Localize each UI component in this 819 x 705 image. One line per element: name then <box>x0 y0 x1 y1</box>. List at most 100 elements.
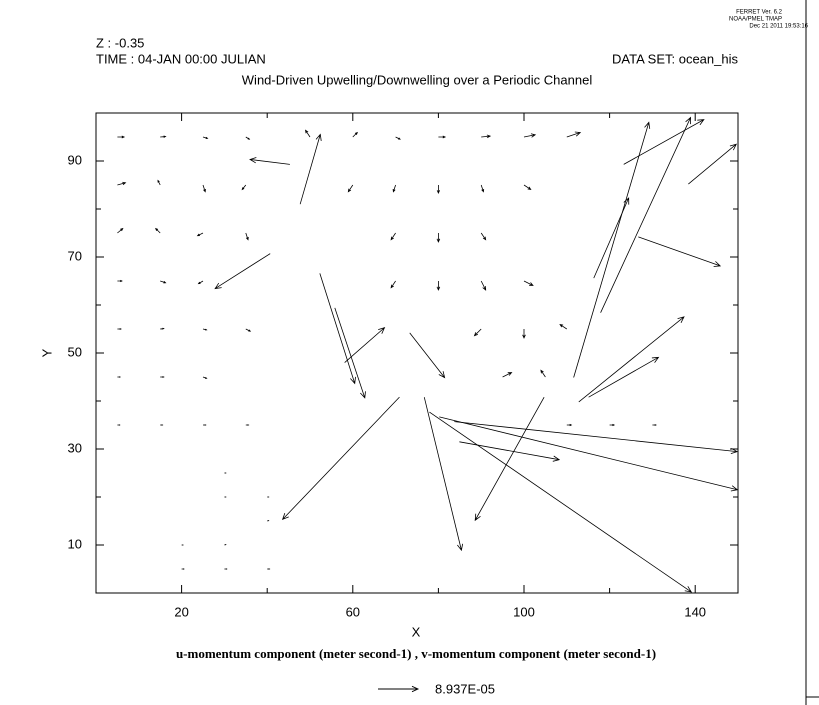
vector-arrow <box>117 328 122 330</box>
vector-arrow <box>117 181 127 186</box>
vector-arrow <box>409 332 446 379</box>
header-z: Z : -0.35 <box>96 35 144 50</box>
y-tick-label: 10 <box>68 536 82 551</box>
vector-arrow <box>578 316 685 403</box>
vector-arrow <box>609 423 616 427</box>
vector-arrow <box>347 184 354 193</box>
vector-arrow <box>196 232 204 237</box>
vector-arrow <box>573 121 651 378</box>
vector-arrow <box>267 520 270 522</box>
vector-arrow <box>436 233 441 243</box>
vector-arrow <box>304 129 311 138</box>
vector-arrow <box>473 328 482 337</box>
vector-arrow <box>334 307 366 399</box>
vector-arrow <box>459 441 561 462</box>
vector-arrow <box>523 184 532 191</box>
vector-arrow <box>638 236 722 267</box>
vector-arrow <box>245 424 250 426</box>
y-axis-label: Y <box>39 348 54 357</box>
vector-arrow <box>160 327 165 330</box>
vector-arrow <box>344 327 386 363</box>
vector-arrow <box>652 424 657 426</box>
x-tick-label: 100 <box>513 604 535 619</box>
vector-arrow <box>202 376 208 379</box>
vector-arrow <box>600 116 691 313</box>
vector-arrow <box>439 416 739 492</box>
vector-arrow <box>249 157 290 165</box>
vector-arrow <box>480 184 485 193</box>
vector-arrow <box>481 134 492 139</box>
reference-arrow <box>378 685 420 693</box>
stamp-line: Dec 21 2011 19:53:16 <box>749 24 808 30</box>
vector-arrow <box>392 184 396 193</box>
y-tick-label: 90 <box>68 152 82 167</box>
vector-arrow <box>390 232 396 241</box>
header-time: TIME : 04-JAN 00:00 JULIAN <box>96 51 266 66</box>
vector-arrow <box>523 280 534 286</box>
vector-arrow <box>688 143 737 185</box>
y-tick-label: 70 <box>68 248 82 263</box>
x-axis-label: X <box>412 624 421 639</box>
vector-arrow <box>593 197 630 279</box>
vector-arrow <box>245 328 252 332</box>
vector-arrow <box>241 184 247 191</box>
stamp-line: NOAA/PMEL TMAP <box>729 17 782 23</box>
vector-arrow <box>588 356 660 398</box>
vector-arrow <box>117 135 126 139</box>
vector-arrow <box>160 135 167 138</box>
caption: u-momentum component (meter second-1) , … <box>176 646 656 661</box>
vector-arrow <box>623 119 705 165</box>
vector-arrow <box>474 396 545 522</box>
vector-arrow <box>224 568 228 570</box>
vector-arrow <box>522 329 526 339</box>
y-tick-label: 30 <box>68 440 82 455</box>
reference-label: 8.937E-05 <box>435 681 495 696</box>
vector-arrow <box>540 369 546 378</box>
chart-title: Wind-Driven Upwelling/Downwelling over a… <box>242 72 593 87</box>
x-tick-label: 140 <box>684 604 706 619</box>
vector-arrow <box>202 328 208 331</box>
vector-arrow <box>117 376 122 378</box>
vector-arrow <box>197 280 204 285</box>
vector-arrow <box>160 424 164 426</box>
x-tick-label: 20 <box>174 604 188 619</box>
vector-arrow <box>429 411 693 593</box>
vector-arrow <box>245 232 249 241</box>
vector-arrow <box>559 323 568 330</box>
vector-arrow <box>319 273 356 385</box>
vector-arrow <box>203 424 207 426</box>
vector-arrow <box>155 227 161 234</box>
plot-frame <box>95 112 739 594</box>
vector-arrow <box>436 185 441 195</box>
vector-arrow <box>224 544 227 546</box>
vector-arrow <box>117 424 121 426</box>
y-tick-label: 50 <box>68 344 82 359</box>
vector-arrow <box>480 280 487 291</box>
vector-arrow <box>160 280 167 284</box>
vector-arrow <box>117 279 123 283</box>
vector-arrow <box>214 253 271 290</box>
stamp-line: FERRET Ver. 6.2 <box>736 10 783 16</box>
vector-arrow <box>181 568 185 570</box>
vector-arrow <box>267 568 271 570</box>
vector-arrow <box>245 136 251 140</box>
x-tick-label: 60 <box>346 604 360 619</box>
vector-arrow <box>480 232 487 241</box>
vector-arrow <box>281 396 400 521</box>
vector-arrow <box>438 135 447 139</box>
header-dataset: DATA SET: ocean_his <box>612 51 738 66</box>
vector-arrow <box>502 372 513 378</box>
vector-arrow <box>299 133 322 205</box>
vector-arrow <box>117 227 124 234</box>
vector-arrow <box>566 131 582 138</box>
vector-arrow <box>566 423 573 427</box>
vector-arrow <box>390 280 396 289</box>
vector-arrow <box>157 179 161 186</box>
vector-arrow <box>395 136 401 140</box>
vector-arrow <box>436 281 441 291</box>
vector-arrow <box>352 131 358 138</box>
vector-arrow <box>454 421 739 455</box>
vector-arrow <box>423 397 464 552</box>
vector-arrow <box>160 376 165 378</box>
